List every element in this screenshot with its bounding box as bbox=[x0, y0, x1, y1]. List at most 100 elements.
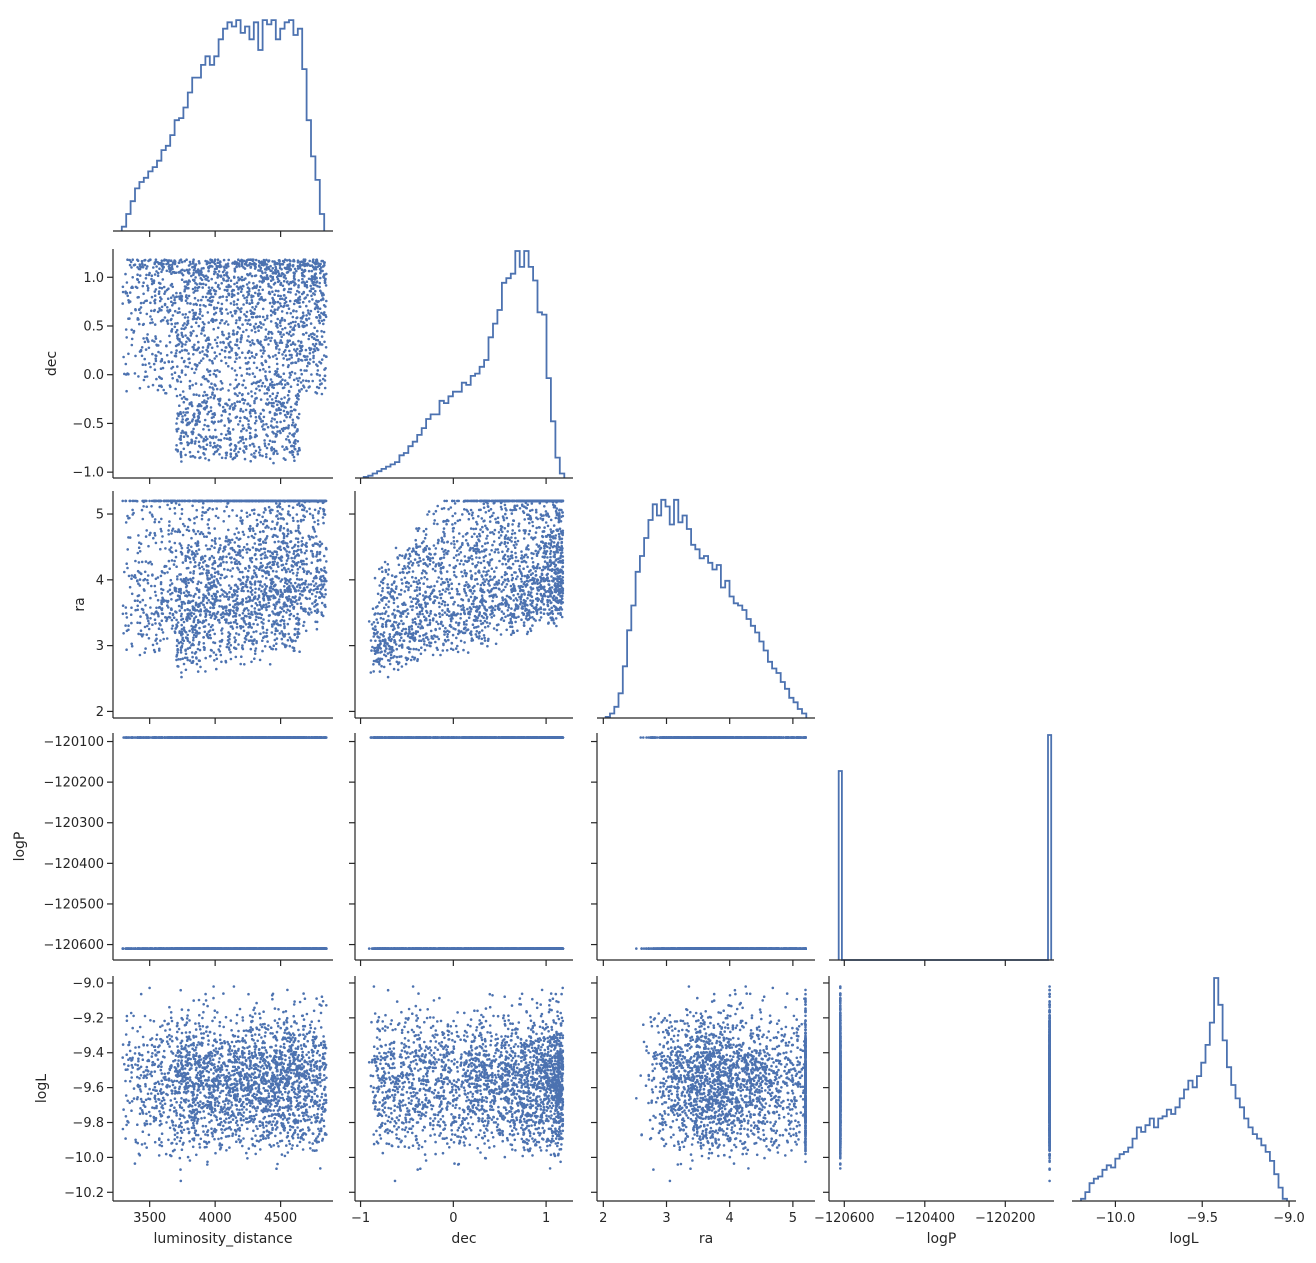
scatter-point bbox=[199, 308, 202, 311]
scatter-point bbox=[188, 421, 191, 424]
scatter-point bbox=[268, 402, 271, 405]
scatter-point bbox=[303, 369, 306, 372]
scatter-point bbox=[259, 369, 262, 372]
scatter-point bbox=[295, 310, 298, 313]
scatter-point bbox=[239, 327, 242, 330]
scatter-point bbox=[200, 299, 203, 302]
scatter-point bbox=[174, 326, 177, 329]
scatter-point bbox=[297, 380, 300, 383]
scatter-point bbox=[249, 444, 252, 447]
scatter-point bbox=[211, 417, 214, 420]
scatter-point bbox=[161, 287, 164, 290]
scatter-point bbox=[142, 337, 145, 340]
scatter-point bbox=[320, 330, 323, 333]
scatter-point bbox=[311, 298, 314, 301]
scatter-point bbox=[248, 290, 251, 293]
scatter-point bbox=[229, 453, 232, 456]
scatter-point bbox=[154, 294, 157, 297]
scatter-point bbox=[202, 346, 205, 349]
scatter-point bbox=[163, 286, 166, 289]
scatter-point bbox=[252, 316, 255, 319]
scatter-point bbox=[169, 341, 172, 344]
scatter-point bbox=[284, 327, 287, 330]
scatter-point bbox=[261, 455, 264, 458]
scatter-point bbox=[208, 286, 211, 289]
scatter-point bbox=[239, 367, 242, 370]
scatter-point bbox=[154, 335, 157, 338]
scatter-point bbox=[154, 302, 157, 305]
scatter-point bbox=[186, 283, 189, 286]
scatter-point bbox=[296, 348, 299, 351]
scatter-point bbox=[320, 291, 323, 294]
scatter-point bbox=[202, 296, 205, 299]
scatter-point bbox=[272, 462, 275, 465]
scatter-point bbox=[213, 373, 216, 376]
scatter-point bbox=[196, 349, 199, 352]
scatter-point bbox=[186, 423, 189, 426]
scatter-point bbox=[254, 331, 257, 334]
scatter-point bbox=[204, 419, 207, 422]
scatter-point bbox=[316, 280, 319, 283]
scatter-point bbox=[318, 387, 321, 390]
scatter-point bbox=[281, 353, 284, 356]
scatter-point bbox=[301, 274, 304, 277]
scatter-point bbox=[236, 344, 239, 347]
scatter-point bbox=[216, 345, 219, 348]
scatter-point bbox=[192, 272, 195, 275]
scatter-point bbox=[152, 266, 155, 269]
scatter-point bbox=[249, 432, 252, 435]
scatter-point bbox=[219, 404, 222, 407]
scatter-point bbox=[207, 346, 210, 349]
scatter-point bbox=[214, 282, 217, 285]
scatter-point bbox=[289, 291, 292, 294]
scatter-point bbox=[297, 453, 300, 456]
scatter-point bbox=[178, 375, 181, 378]
scatter-point bbox=[235, 357, 238, 360]
scatter-point bbox=[191, 309, 194, 312]
scatter-point bbox=[293, 379, 296, 382]
scatter-point bbox=[232, 329, 235, 332]
scatter-point bbox=[137, 278, 140, 281]
scatter-point bbox=[264, 271, 267, 274]
scatter-point bbox=[278, 375, 281, 378]
scatter-point bbox=[308, 270, 311, 273]
scatter-point bbox=[228, 413, 231, 416]
scatter-point bbox=[259, 418, 262, 421]
scatter-point bbox=[185, 433, 188, 436]
scatter-point bbox=[193, 393, 196, 396]
scatter-point bbox=[228, 336, 231, 339]
scatter-point bbox=[121, 302, 124, 305]
scatter-point bbox=[171, 373, 174, 376]
scatter-point bbox=[242, 331, 245, 334]
scatter-point bbox=[242, 410, 245, 413]
scatter-point bbox=[139, 274, 142, 277]
scatter-point bbox=[270, 337, 273, 340]
scatter-point bbox=[216, 336, 219, 339]
scatter-point bbox=[227, 323, 230, 326]
scatter-point bbox=[288, 307, 291, 310]
scatter-point bbox=[302, 333, 305, 336]
scatter-point bbox=[305, 332, 308, 335]
scatter-point bbox=[208, 429, 211, 432]
scatter-point bbox=[164, 316, 167, 319]
scatter-point bbox=[138, 323, 141, 326]
scatter-point bbox=[312, 361, 315, 364]
scatter-point bbox=[194, 297, 197, 300]
scatter-point bbox=[147, 289, 150, 292]
scatter-point bbox=[271, 446, 274, 449]
scatter-point bbox=[289, 354, 292, 357]
scatter-point bbox=[260, 326, 263, 329]
scatter-point bbox=[252, 381, 255, 384]
scatter-point bbox=[198, 260, 201, 263]
scatter-point bbox=[316, 330, 319, 333]
scatter-point bbox=[283, 280, 286, 283]
scatter-point bbox=[268, 292, 271, 295]
scatter-point bbox=[213, 308, 216, 311]
scatter-point bbox=[261, 355, 264, 358]
scatter-point bbox=[246, 299, 249, 302]
scatter-panel-dec-vs-luminosity_distance bbox=[121, 258, 327, 464]
scatter-point bbox=[305, 349, 308, 352]
scatter-point bbox=[141, 260, 144, 263]
scatter-point bbox=[183, 401, 186, 404]
scatter-point bbox=[205, 296, 208, 299]
